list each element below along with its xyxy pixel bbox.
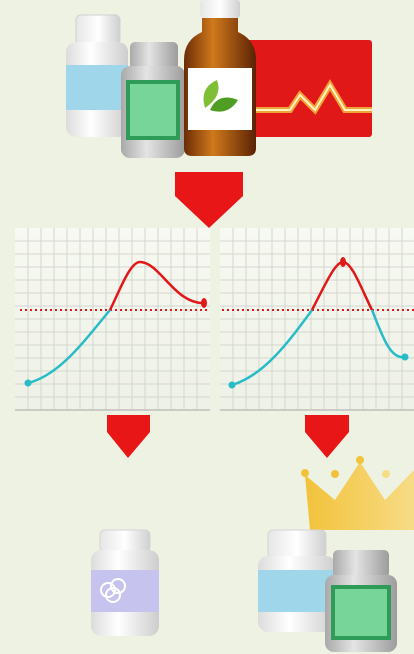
curve-start xyxy=(25,380,32,387)
page: (() => { const data = JSON.parse(documen… xyxy=(0,0,414,654)
chart-grid xyxy=(15,228,210,410)
curve-peak xyxy=(340,257,346,267)
curve-start xyxy=(229,382,236,389)
white-bottle xyxy=(258,530,336,632)
white-bottle xyxy=(66,15,128,137)
white-bottle xyxy=(91,530,159,636)
curve-end xyxy=(201,298,207,308)
down-arrow xyxy=(107,415,150,458)
crown xyxy=(301,456,414,530)
curve-end xyxy=(402,354,409,361)
down-arrow xyxy=(175,172,243,228)
down-arrow xyxy=(305,415,349,458)
grey-bottle xyxy=(325,550,397,652)
chart-grid xyxy=(220,228,414,410)
red-card xyxy=(245,40,372,137)
grey-bottle xyxy=(121,42,185,158)
illustration xyxy=(0,0,414,654)
amber-bottle xyxy=(184,0,256,156)
